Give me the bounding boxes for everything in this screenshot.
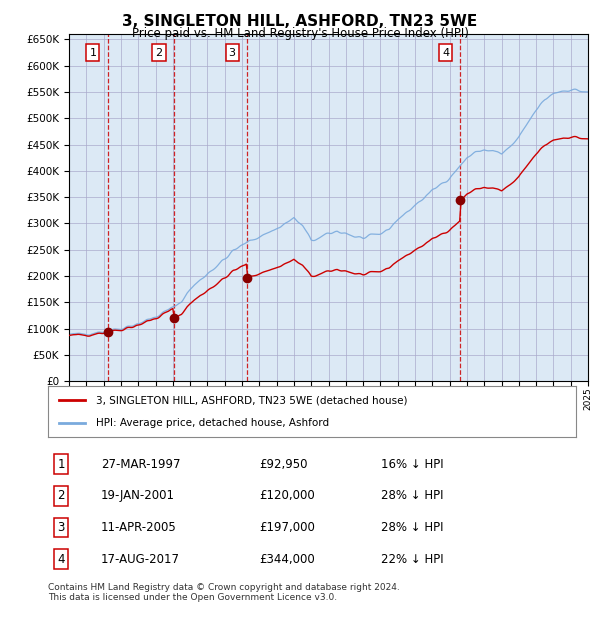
- Text: 1: 1: [58, 458, 65, 471]
- Text: 28% ↓ HPI: 28% ↓ HPI: [380, 489, 443, 502]
- Text: 19-JAN-2001: 19-JAN-2001: [101, 489, 175, 502]
- Text: 17-AUG-2017: 17-AUG-2017: [101, 552, 180, 565]
- Text: 16% ↓ HPI: 16% ↓ HPI: [380, 458, 443, 471]
- Text: HPI: Average price, detached house, Ashford: HPI: Average price, detached house, Ashf…: [95, 418, 329, 428]
- Text: £92,950: £92,950: [259, 458, 308, 471]
- Text: £344,000: £344,000: [259, 552, 315, 565]
- Text: Contains HM Land Registry data © Crown copyright and database right 2024.
This d: Contains HM Land Registry data © Crown c…: [48, 583, 400, 602]
- Text: 2: 2: [155, 48, 163, 58]
- Text: 3: 3: [58, 521, 65, 534]
- Text: 4: 4: [58, 552, 65, 565]
- Text: 4: 4: [442, 48, 449, 58]
- Text: 2: 2: [58, 489, 65, 502]
- Text: 3, SINGLETON HILL, ASHFORD, TN23 5WE (detached house): 3, SINGLETON HILL, ASHFORD, TN23 5WE (de…: [95, 396, 407, 405]
- Text: 22% ↓ HPI: 22% ↓ HPI: [380, 552, 443, 565]
- Text: 1: 1: [89, 48, 97, 58]
- Text: 11-APR-2005: 11-APR-2005: [101, 521, 176, 534]
- Text: 27-MAR-1997: 27-MAR-1997: [101, 458, 181, 471]
- Text: 28% ↓ HPI: 28% ↓ HPI: [380, 521, 443, 534]
- Text: 3: 3: [229, 48, 236, 58]
- Text: £197,000: £197,000: [259, 521, 315, 534]
- Text: £120,000: £120,000: [259, 489, 315, 502]
- Text: Price paid vs. HM Land Registry's House Price Index (HPI): Price paid vs. HM Land Registry's House …: [131, 27, 469, 40]
- Text: 3, SINGLETON HILL, ASHFORD, TN23 5WE: 3, SINGLETON HILL, ASHFORD, TN23 5WE: [122, 14, 478, 29]
